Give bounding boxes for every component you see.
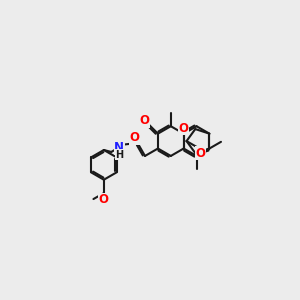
- Text: O: O: [130, 131, 140, 144]
- Text: O: O: [99, 194, 109, 206]
- Text: O: O: [179, 122, 189, 135]
- Text: O: O: [196, 147, 206, 160]
- Text: N: N: [114, 141, 124, 154]
- Text: H: H: [115, 150, 123, 160]
- Text: O: O: [140, 114, 150, 128]
